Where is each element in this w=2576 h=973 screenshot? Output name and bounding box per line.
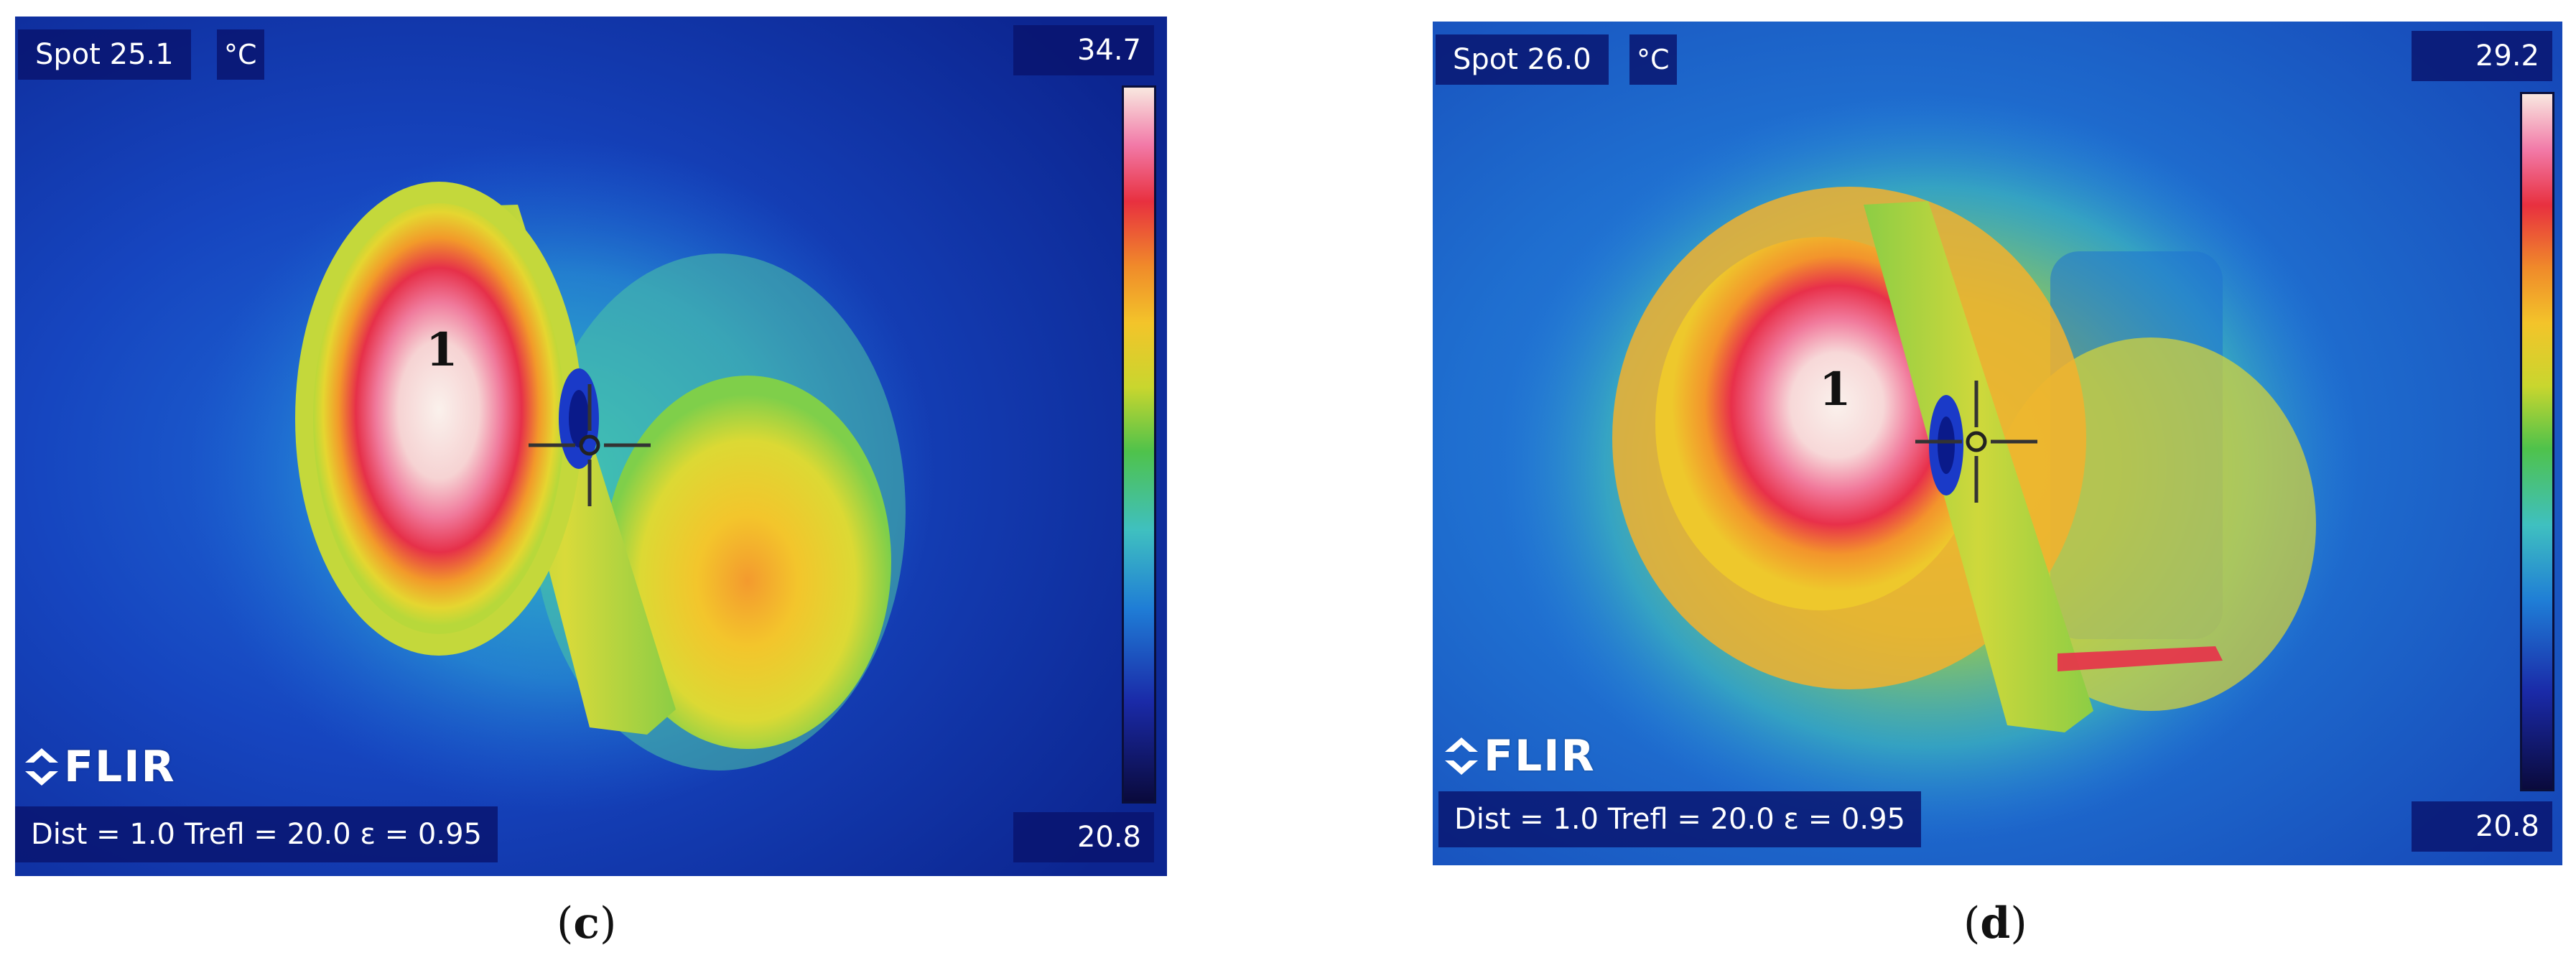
thermal-image-c [15, 17, 1167, 876]
crosshair-icon [529, 384, 651, 506]
spot-temperature-label: Spot 25.1 [18, 29, 191, 80]
temperature-unit-label: °C [217, 29, 264, 80]
temperature-colorbar [2520, 92, 2554, 791]
caption-d: (d) [1963, 898, 2027, 949]
flir-logo: FLIR [24, 742, 176, 792]
scale-min-value: 20.8 [2412, 801, 2552, 852]
measurement-parameters: Dist = 1.0 Trefl = 20.0 ε = 0.95 [15, 806, 498, 862]
zone-label: 1 [426, 323, 458, 377]
measurement-parameters: Dist = 1.0 Trefl = 20.0 ε = 0.95 [1438, 791, 1921, 847]
thermal-image-d [1433, 22, 2562, 865]
caption-c: (c) [557, 898, 617, 949]
flir-logo-text: FLIR [1484, 731, 1596, 781]
thermal-panel-d: Spot 26.0 °C 29.2 20.8 1 FLIR Dist = 1.0… [1433, 22, 2562, 865]
scale-min-value: 20.8 [1013, 812, 1154, 862]
crosshair-icon [1915, 381, 2037, 503]
flir-logo: FLIR [1443, 731, 1596, 781]
scale-max-value: 29.2 [2412, 31, 2552, 81]
temperature-colorbar [1122, 85, 1156, 804]
temperature-unit-label: °C [1629, 34, 1677, 85]
zone-label: 1 [1819, 363, 1851, 416]
thermal-panel-c: Spot 25.1 °C 34.7 20.8 1 FLIR Dist = 1.0… [15, 17, 1167, 876]
flir-logo-mark-icon [25, 748, 58, 786]
scale-max-value: 34.7 [1013, 25, 1154, 75]
flir-logo-mark-icon [1445, 737, 1478, 775]
spot-temperature-label: Spot 26.0 [1436, 34, 1609, 85]
flir-logo-text: FLIR [64, 742, 176, 792]
